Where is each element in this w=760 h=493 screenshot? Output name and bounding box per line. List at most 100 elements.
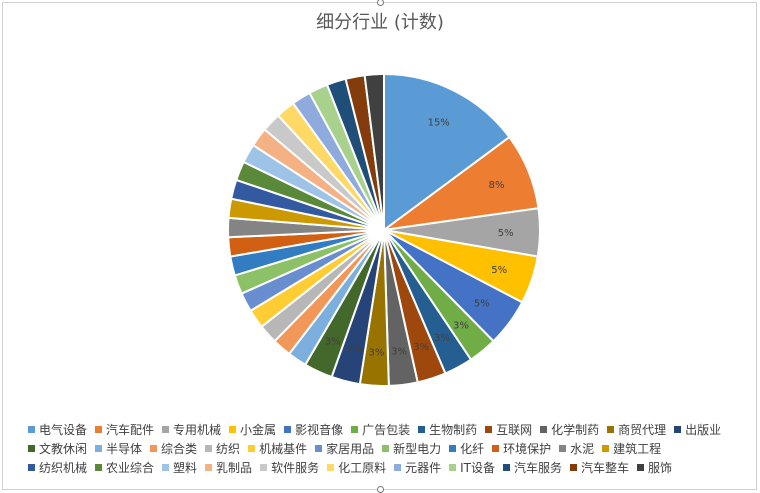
legend-swatch (449, 445, 457, 452)
data-label-8: 3% (391, 347, 407, 358)
legend-swatch (382, 445, 390, 452)
legend-label: 生物制药 (429, 423, 478, 437)
pie-slice-32[interactable] (363, 72, 385, 231)
data-label-6: 3% (434, 333, 450, 344)
legend-item[interactable]: 家居用品 (315, 440, 374, 457)
legend-label: 互联网 (496, 423, 533, 437)
legend-label: 汽车服务 (513, 461, 562, 475)
legend-swatch (607, 426, 615, 433)
legend-item[interactable]: 商贸代理 (607, 421, 666, 438)
legend-item[interactable]: 汽车服务 (502, 459, 562, 476)
data-label-2: 5% (498, 228, 514, 239)
legend-label: 专用机械 (173, 423, 222, 437)
resize-handle-bottom[interactable] (377, 486, 384, 493)
legend-item[interactable]: 化工原料 (327, 459, 386, 476)
legend: 电气设备 汽车配件 专用机械 小金属 影视音像 广告包装 生物制药 互联网 化学制药 商贸代理 出版… (28, 420, 748, 477)
legend-item[interactable]: 纺织机械 (28, 459, 87, 476)
legend-item[interactable]: 汽车配件 (95, 421, 154, 438)
legend-item[interactable]: 广告包装 (351, 421, 410, 438)
legend-item[interactable]: 软件服务 (260, 459, 319, 476)
legend-swatch (150, 445, 158, 452)
legend-label: 文教休闲 (39, 442, 88, 456)
legend-item[interactable]: 乳制品 (205, 459, 252, 476)
legend-swatch (95, 426, 103, 433)
legend-swatch (637, 464, 645, 471)
legend-label: 综合类 (161, 442, 198, 456)
legend-item[interactable]: IT设备 (449, 459, 495, 476)
legend-label: 影视音像 (295, 423, 344, 437)
legend-item[interactable]: 专用机械 (162, 421, 221, 438)
chart-title: 细分行业 (计数) (316, 12, 444, 33)
legend-swatch (260, 464, 268, 471)
legend-label: 农业综合 (106, 461, 155, 475)
legend-item[interactable]: 服饰 (637, 459, 672, 476)
legend-item[interactable]: 小金属 (229, 421, 276, 438)
legend-swatch (205, 445, 213, 452)
data-label-11: 3% (325, 336, 341, 347)
legend-item[interactable]: 半导体 (95, 440, 142, 457)
legend-label: 广告包装 (362, 423, 411, 437)
legend-item[interactable]: 化学制药 (540, 421, 599, 438)
legend-label: 出版业 (685, 423, 722, 437)
legend-label: 环境保护 (503, 442, 552, 456)
legend-label: 化工原料 (338, 461, 387, 475)
legend-label: 服饰 (648, 461, 673, 475)
data-label-9: 3% (368, 347, 384, 358)
legend-swatch (502, 464, 510, 471)
legend-item[interactable]: 汽车整车 (570, 459, 629, 476)
legend-label: 化学制药 (551, 423, 600, 437)
pie-chart: 15%8%5%5%5%3%3%3%3%3%3%3% (227, 72, 541, 387)
pie-slice-0[interactable] (383, 72, 511, 232)
legend-label: 机械基件 (259, 442, 308, 456)
legend-swatch (162, 426, 170, 433)
legend-item[interactable]: 互联网 (485, 421, 532, 438)
legend-item[interactable]: 文教休闲 (28, 440, 87, 457)
legend-swatch (418, 426, 426, 433)
legend-label: 化纤 (460, 442, 485, 456)
legend-label: 纺织机械 (39, 461, 88, 475)
legend-swatch (28, 426, 35, 433)
legend-item[interactable]: 生物制药 (418, 421, 477, 438)
legend-swatch (394, 464, 402, 471)
legend-label: 商贸代理 (618, 423, 667, 437)
legend-item[interactable]: 机械基件 (248, 440, 307, 457)
legend-item[interactable]: 新型电力 (382, 440, 441, 457)
legend-swatch (162, 464, 170, 471)
legend-swatch (229, 426, 237, 433)
legend-item[interactable]: 元器件 (394, 459, 441, 476)
resize-handle-top[interactable] (377, 0, 384, 6)
legend-item[interactable]: 建筑工程 (602, 440, 661, 457)
legend-swatch (28, 464, 35, 471)
legend-swatch (284, 426, 292, 433)
legend-label: 建筑工程 (613, 442, 662, 456)
legend-item[interactable]: 出版业 (674, 421, 721, 438)
legend-item[interactable]: 农业综合 (95, 459, 154, 476)
legend-item[interactable]: 化纤 (449, 440, 484, 457)
legend-swatch (492, 445, 500, 452)
data-label-10: 3% (346, 344, 362, 355)
legend-swatch (674, 426, 682, 433)
legend-item[interactable]: 水泥 (559, 440, 594, 457)
legend-label: 水泥 (570, 442, 595, 456)
legend-item[interactable]: 塑料 (162, 459, 197, 476)
legend-swatch (327, 464, 335, 471)
legend-item[interactable]: 影视音像 (284, 421, 343, 438)
legend-label: 汽车配件 (106, 423, 155, 437)
legend-label: 新型电力 (393, 442, 442, 456)
legend-item[interactable]: 纺织 (205, 440, 240, 457)
legend-swatch (559, 445, 567, 452)
legend-label: 纺织 (216, 442, 241, 456)
legend-swatch (485, 426, 493, 433)
legend-label: 乳制品 (216, 461, 253, 475)
legend-item[interactable]: 电气设备 (28, 421, 87, 438)
legend-label: 小金属 (240, 423, 277, 437)
legend-label: 家居用品 (326, 442, 375, 456)
legend-label: IT设备 (460, 461, 495, 475)
legend-item[interactable]: 综合类 (150, 440, 197, 457)
data-label-3: 5% (491, 265, 507, 276)
legend-swatch (95, 445, 103, 452)
legend-item[interactable]: 环境保护 (492, 440, 551, 457)
data-label-0: 15% (428, 117, 450, 128)
legend-label: 半导体 (106, 442, 143, 456)
data-label-5: 3% (453, 320, 469, 331)
